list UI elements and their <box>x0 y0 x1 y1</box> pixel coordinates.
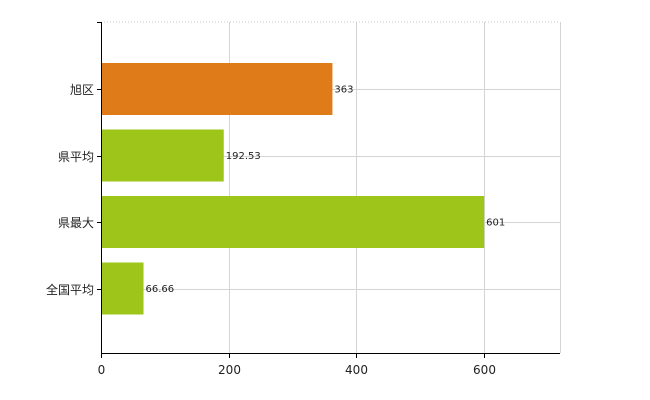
bar-0 <box>102 63 333 115</box>
data-label-1: 192.53 <box>226 151 261 162</box>
category-label-3: 全国平均 <box>46 282 94 297</box>
bar-layer <box>102 63 485 315</box>
x-tick-label-0: 0 <box>98 363 106 377</box>
bar-3 <box>102 262 144 315</box>
data-label-3: 66.66 <box>145 284 174 295</box>
category-label-2: 県最大 <box>58 216 94 230</box>
data-label-0: 363 <box>334 85 353 96</box>
category-label-0: 旭区 <box>70 83 94 97</box>
x-tick-label-2: 400 <box>345 363 368 377</box>
x-tick-label-3: 600 <box>473 363 496 377</box>
axis-layer <box>97 22 560 358</box>
bar-2 <box>102 196 485 248</box>
data-label-2: 601 <box>486 218 505 229</box>
bar-1 <box>102 129 224 182</box>
category-label-1: 県平均 <box>58 150 94 164</box>
x-tick-label-1: 200 <box>218 363 241 377</box>
